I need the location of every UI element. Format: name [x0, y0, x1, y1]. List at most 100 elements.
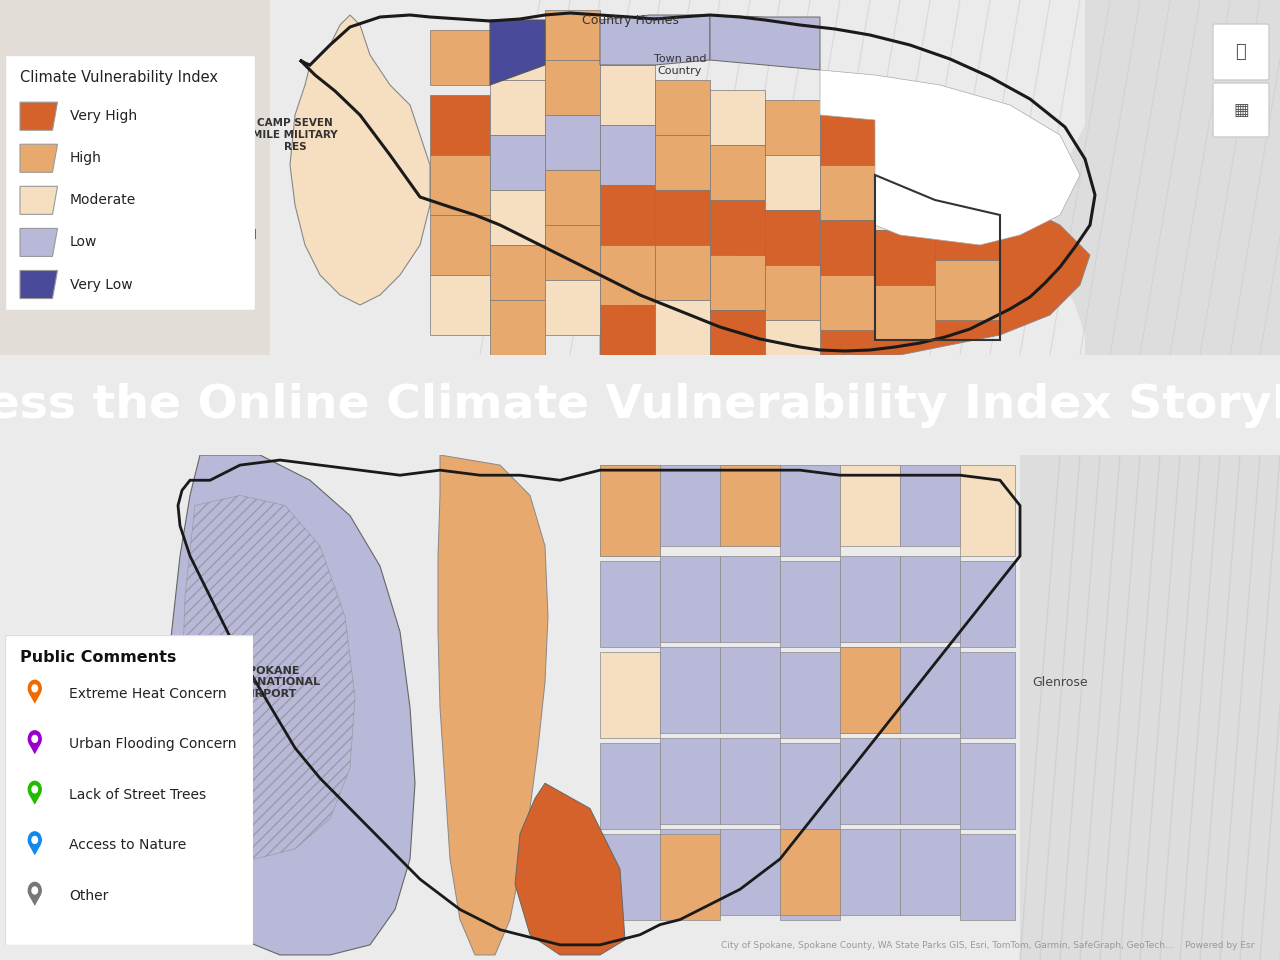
Bar — [765, 210, 820, 265]
Bar — [780, 465, 840, 556]
Bar — [900, 828, 960, 915]
Polygon shape — [438, 455, 548, 955]
Bar — [960, 465, 1015, 556]
Bar — [660, 738, 719, 824]
Bar — [655, 135, 710, 190]
FancyBboxPatch shape — [5, 635, 253, 945]
Bar — [820, 220, 876, 275]
Bar — [600, 743, 660, 828]
Polygon shape — [29, 897, 40, 906]
Bar — [960, 652, 1015, 738]
Bar — [545, 280, 600, 335]
Bar — [655, 300, 710, 355]
Bar — [719, 556, 780, 642]
FancyBboxPatch shape — [1213, 83, 1268, 137]
Bar — [1020, 455, 1280, 960]
Bar — [780, 743, 840, 828]
Bar — [600, 561, 660, 647]
Bar — [600, 65, 655, 125]
Bar — [934, 260, 1000, 320]
Text: Very Low: Very Low — [70, 277, 133, 292]
FancyBboxPatch shape — [5, 55, 255, 310]
Bar — [600, 833, 660, 920]
Polygon shape — [20, 228, 58, 256]
Text: Highland: Highland — [202, 228, 259, 242]
Polygon shape — [29, 795, 40, 804]
Circle shape — [28, 681, 41, 696]
Bar — [710, 310, 765, 355]
Bar — [876, 120, 934, 175]
Bar — [765, 265, 820, 320]
Bar — [600, 245, 655, 305]
Bar — [430, 95, 490, 155]
Polygon shape — [29, 745, 40, 755]
Bar — [840, 738, 900, 824]
Bar — [660, 828, 719, 915]
Bar — [820, 165, 876, 220]
Bar — [710, 145, 765, 200]
Bar — [900, 465, 960, 546]
Bar — [900, 738, 960, 824]
Text: Extreme Heat Concern: Extreme Heat Concern — [69, 687, 227, 701]
Bar — [780, 561, 840, 647]
Bar — [545, 60, 600, 115]
Text: Moderate: Moderate — [70, 193, 136, 207]
Polygon shape — [20, 186, 58, 214]
Bar — [960, 743, 1015, 828]
Polygon shape — [490, 20, 545, 85]
Bar — [840, 647, 900, 732]
Text: Public Comments: Public Comments — [20, 651, 177, 665]
Polygon shape — [20, 271, 58, 299]
Bar — [719, 465, 780, 546]
Polygon shape — [20, 102, 58, 131]
Bar — [876, 175, 934, 230]
Bar — [270, 0, 1170, 355]
Bar — [780, 652, 840, 738]
Circle shape — [32, 684, 37, 692]
Bar — [660, 647, 719, 732]
Bar — [710, 90, 765, 145]
Bar — [660, 833, 719, 920]
Bar — [600, 185, 655, 245]
Circle shape — [28, 832, 41, 848]
Polygon shape — [1050, 0, 1280, 355]
Bar — [600, 652, 660, 738]
Bar — [430, 275, 490, 335]
Circle shape — [32, 735, 37, 742]
Bar — [490, 25, 545, 80]
Circle shape — [28, 781, 41, 798]
Bar — [876, 230, 934, 285]
Bar — [719, 738, 780, 824]
Bar — [545, 10, 600, 60]
Text: Access to Nature: Access to Nature — [69, 838, 187, 852]
Bar — [780, 833, 840, 920]
Text: Climate Vulnerability Index: Climate Vulnerability Index — [20, 70, 218, 85]
Bar — [490, 80, 545, 135]
Polygon shape — [710, 15, 820, 70]
Polygon shape — [820, 70, 1080, 245]
Text: Country Homes: Country Homes — [581, 14, 678, 27]
Bar — [820, 275, 876, 330]
Bar — [710, 200, 765, 255]
Bar — [545, 225, 600, 280]
Bar — [960, 561, 1015, 647]
Polygon shape — [20, 144, 58, 172]
Bar — [840, 556, 900, 642]
Text: High: High — [70, 152, 102, 165]
Text: Urban Flooding Concern: Urban Flooding Concern — [69, 737, 237, 752]
Text: CAMP SEVEN
MILE MILITARY
RES: CAMP SEVEN MILE MILITARY RES — [252, 118, 338, 152]
Bar — [655, 190, 710, 245]
Bar — [655, 245, 710, 300]
Bar — [765, 100, 820, 155]
Text: 🔍: 🔍 — [1235, 43, 1247, 61]
Bar — [490, 135, 545, 190]
Bar — [876, 285, 934, 340]
Bar — [490, 300, 545, 355]
FancyBboxPatch shape — [1213, 24, 1268, 80]
Circle shape — [28, 882, 41, 899]
Bar — [490, 190, 545, 245]
Bar — [660, 465, 719, 546]
Polygon shape — [182, 495, 355, 859]
Text: SPOKANE
INTERNATIONAL
AIRPORT: SPOKANE INTERNATIONAL AIRPORT — [220, 665, 320, 699]
Polygon shape — [291, 15, 430, 305]
